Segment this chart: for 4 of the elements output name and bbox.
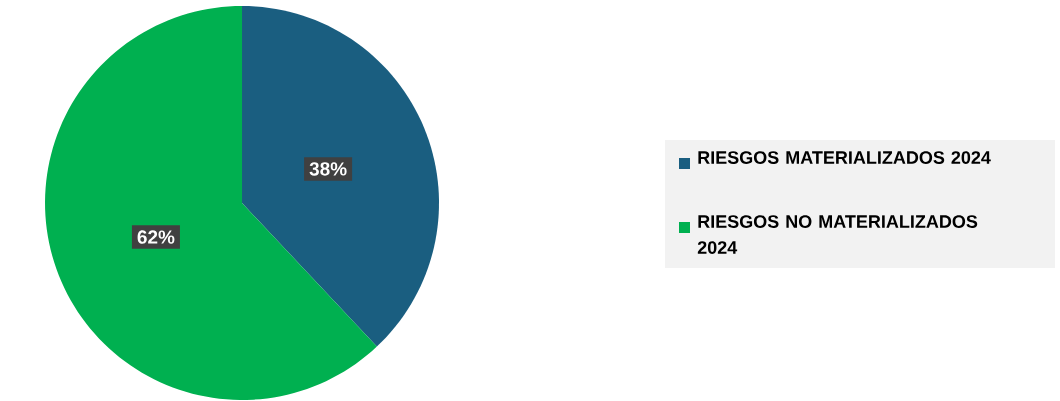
legend-label: RIESGOS NO MATERIALIZADOS 2024 xyxy=(697,215,978,254)
data-label: 62% xyxy=(137,230,175,244)
data-label: 38% xyxy=(309,162,347,176)
legend-label: RIESGOS MATERIALIZADOS 2024 xyxy=(698,151,991,164)
